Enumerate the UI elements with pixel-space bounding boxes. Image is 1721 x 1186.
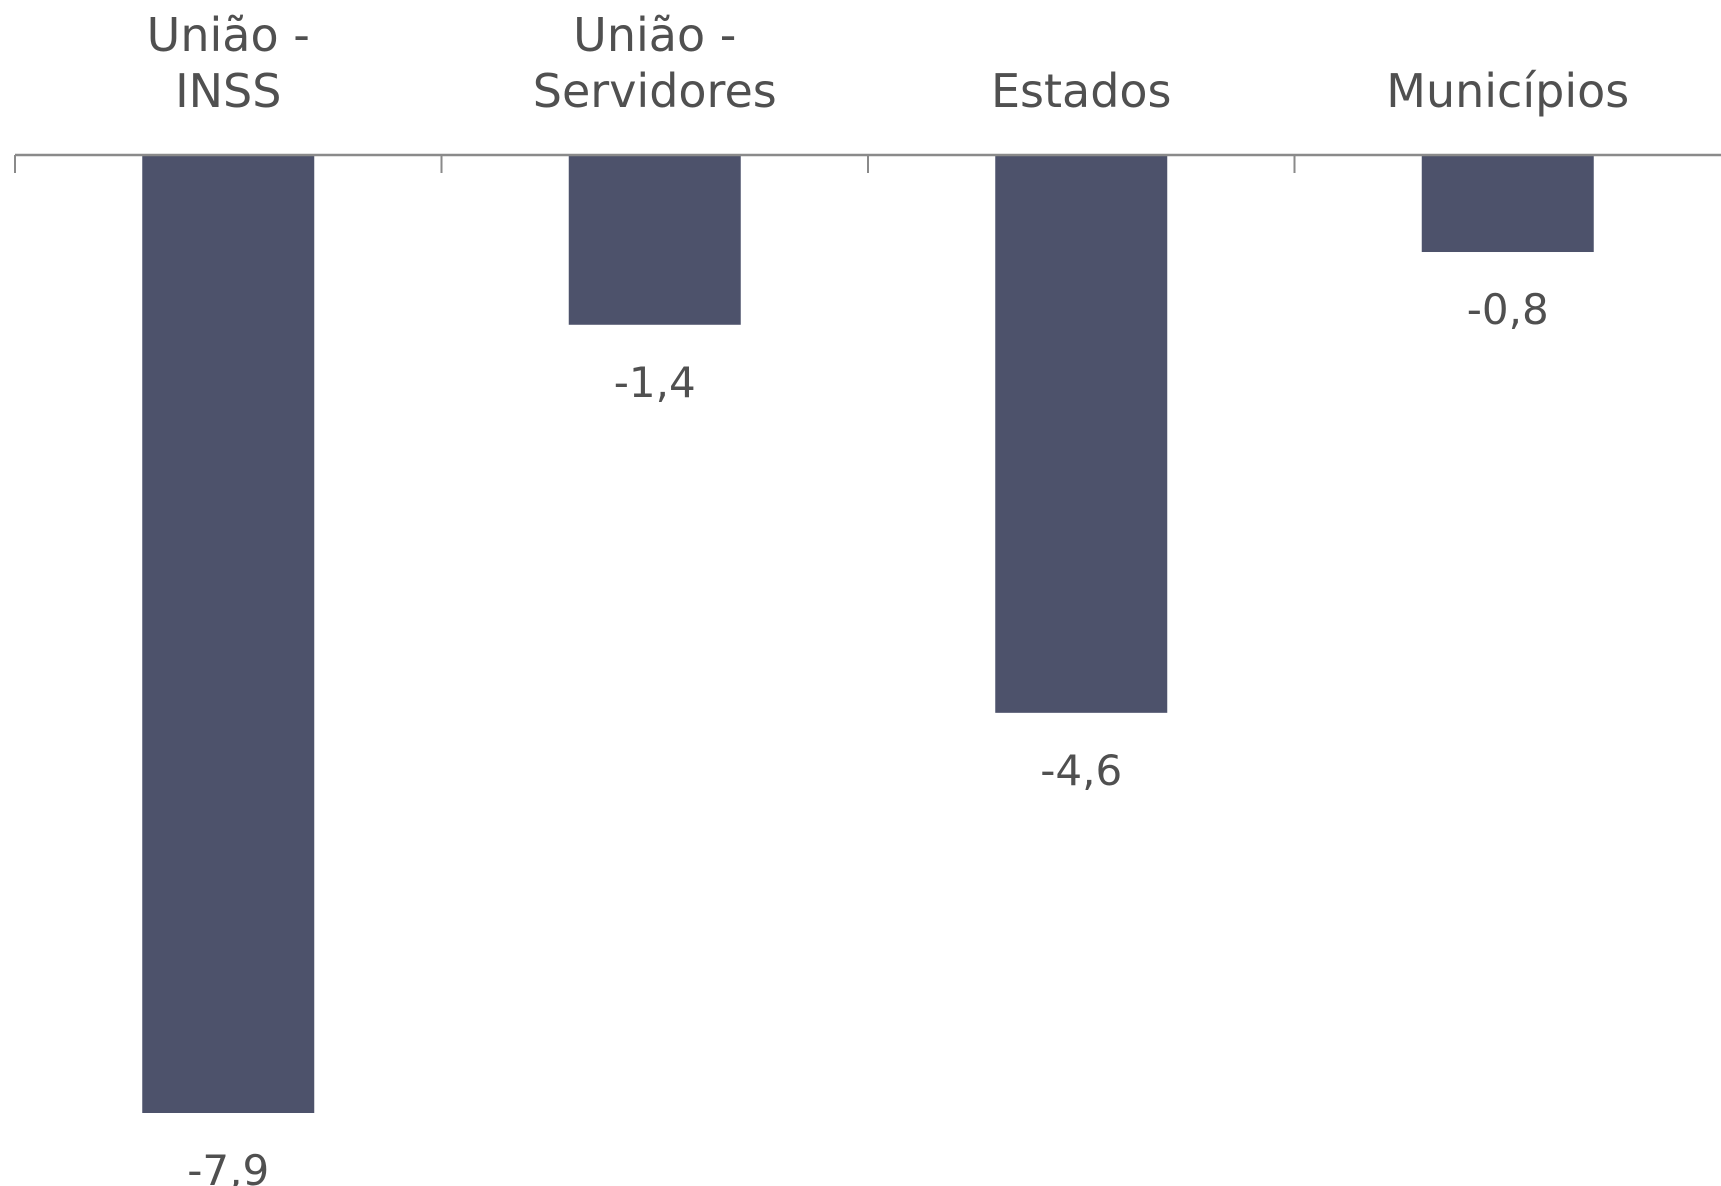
bar (142, 155, 315, 1113)
category-label: Municípios (1386, 64, 1629, 118)
category-label: Servidores (533, 64, 777, 118)
data-label: -1,4 (614, 358, 696, 407)
x-axis (14, 153, 1721, 173)
bar (995, 155, 1168, 713)
category-label: União - (573, 8, 736, 62)
data-label: -7,9 (187, 1146, 269, 1186)
bar (568, 155, 741, 325)
bar (1421, 155, 1594, 253)
category-label: União - (147, 8, 310, 62)
bars-layer (142, 155, 1594, 1113)
category-label: Estados (991, 64, 1172, 118)
data-label: -0,8 (1467, 285, 1549, 334)
data-label: -4,6 (1040, 746, 1122, 795)
category-label: INSS (175, 64, 281, 118)
